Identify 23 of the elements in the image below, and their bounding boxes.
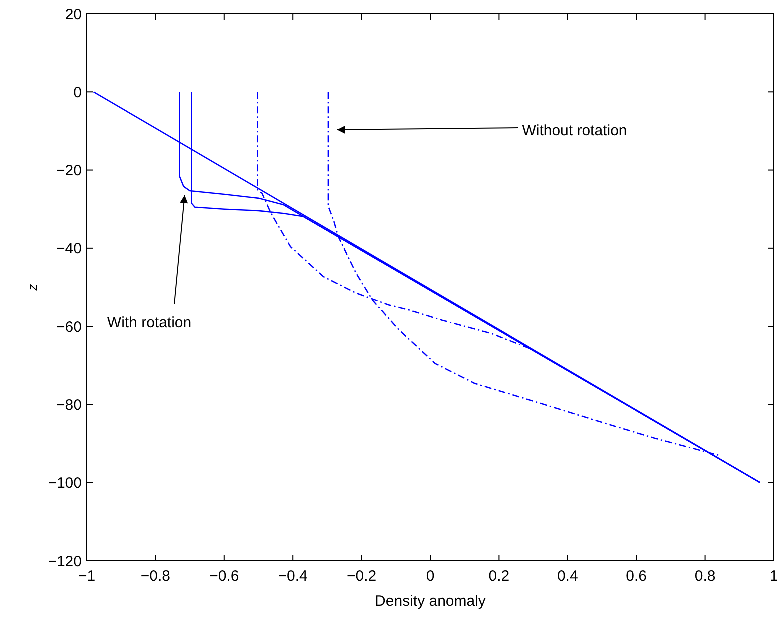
y-tick-label: −120	[48, 553, 82, 570]
x-tick-label: 0	[426, 568, 435, 585]
x-tick-label: −0.4	[278, 568, 308, 585]
x-tick-label: 0.4	[557, 568, 578, 585]
x-tick-label: 0.2	[488, 568, 510, 585]
y-tick-label: −100	[48, 475, 82, 492]
y-tick-label: 0	[74, 84, 82, 102]
x-tick-label: −0.6	[210, 568, 240, 585]
x-tick-label: −0.2	[346, 568, 377, 585]
y-tick-label: −60	[56, 318, 82, 336]
x-tick-label: −1	[78, 568, 96, 585]
x-tick-label: 0.8	[694, 568, 716, 585]
y-tick-label: 20	[65, 6, 82, 24]
y-tick-label: −80	[56, 396, 82, 414]
y-tick-label: −40	[56, 240, 82, 258]
y-tick-label: −20	[56, 162, 82, 180]
x-tick-label: 0.6	[626, 568, 648, 585]
x-tick-label: 1	[770, 568, 778, 585]
x-tick-label: −0.8	[140, 568, 171, 585]
y-axis-title: z	[25, 284, 40, 292]
annotation: Without rotation	[522, 122, 628, 140]
annotation: With rotation	[107, 314, 192, 332]
x-axis-title: Density anomaly	[375, 593, 486, 610]
